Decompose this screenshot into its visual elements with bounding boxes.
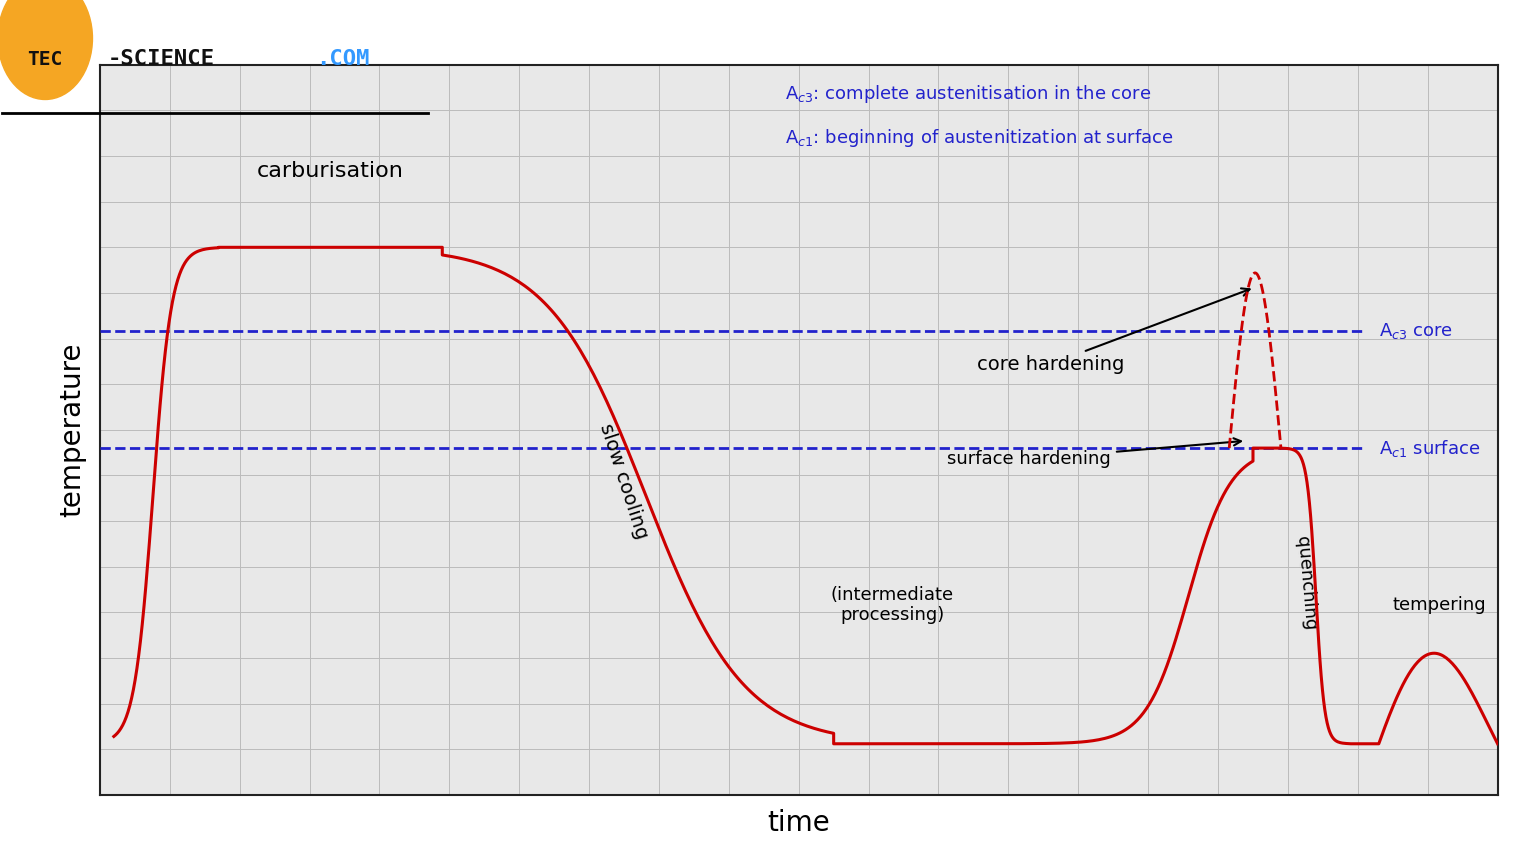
Text: slow cooling: slow cooling xyxy=(596,421,651,541)
Ellipse shape xyxy=(0,0,92,99)
Text: A$_{c3}$ core: A$_{c3}$ core xyxy=(1379,321,1453,341)
Text: carburisation: carburisation xyxy=(257,161,404,181)
Text: (intermediate
processing): (intermediate processing) xyxy=(831,586,954,625)
Text: A$_{c3}$: complete austenitisation in the core: A$_{c3}$: complete austenitisation in th… xyxy=(785,83,1150,105)
Text: .COM: .COM xyxy=(316,49,370,69)
Text: -SCIENCE: -SCIENCE xyxy=(108,49,215,69)
X-axis label: time: time xyxy=(768,809,829,836)
Y-axis label: temperature: temperature xyxy=(58,343,86,517)
Text: surface hardening: surface hardening xyxy=(948,438,1241,468)
Text: A$_{c1}$: beginning of austenitization at surface: A$_{c1}$: beginning of austenitization a… xyxy=(785,127,1174,149)
Text: quenching: quenching xyxy=(1293,536,1319,631)
Text: tempering: tempering xyxy=(1392,596,1485,614)
Text: TEC: TEC xyxy=(28,50,63,69)
Text: A$_{c1}$ surface: A$_{c1}$ surface xyxy=(1379,437,1481,459)
Text: core hardening: core hardening xyxy=(977,289,1250,373)
